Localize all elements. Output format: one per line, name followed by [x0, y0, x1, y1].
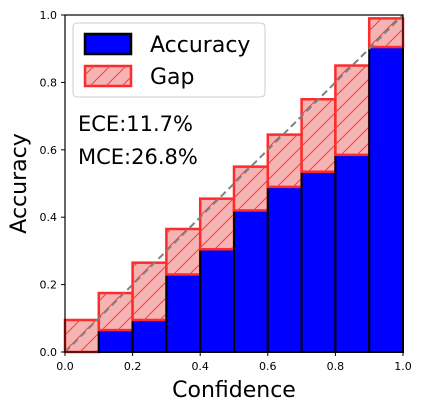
- ece-annotation: ECE:11.7%: [78, 112, 193, 136]
- legend-label-gap: Gap: [150, 65, 195, 90]
- accuracy-bar: [233, 209, 269, 353]
- accuracy-bar: [300, 170, 337, 353]
- accuracy-bar: [97, 329, 134, 354]
- legend: Accuracy Gap: [72, 22, 266, 98]
- gap-bar-hatch: [200, 198, 234, 250]
- legend-swatch-accuracy: [83, 32, 133, 56]
- accuracy-bar: [334, 153, 371, 353]
- accuracy-bar: [266, 185, 303, 353]
- y-tick-label: 1.0: [40, 9, 58, 22]
- accuracy-bar: [199, 248, 235, 353]
- gap-bar-hatch: [98, 293, 133, 331]
- x-tick-label: 0.4: [191, 360, 209, 373]
- y-tick-label: 0.0: [40, 346, 58, 359]
- gap-bar-hatch: [267, 134, 302, 187]
- x-tick-label: 0.8: [327, 360, 345, 373]
- x-tick-label: 0.6: [259, 360, 277, 373]
- legend-swatch-gap-hatch: [85, 66, 131, 86]
- x-tick-label: 0.0: [56, 360, 74, 373]
- perfect-calibration-line: [64, 14, 404, 353]
- gap-bar-hatch: [335, 65, 370, 155]
- y-tick-label: 0.2: [40, 279, 58, 292]
- x-tick-label: 1.0: [394, 360, 412, 373]
- y-axis-label: Accuracy: [7, 133, 32, 233]
- y-tick-label: 0.6: [40, 144, 58, 157]
- accuracy-bar: [368, 46, 405, 353]
- axes-frame: [64, 14, 404, 353]
- y-tick-label: 0.4: [40, 211, 58, 224]
- gap-bar-hatch: [166, 228, 201, 275]
- mce-annotation: MCE:26.8%: [78, 145, 198, 169]
- gap-bar-hatch: [234, 166, 268, 211]
- legend-label-accuracy: Accuracy: [150, 33, 250, 58]
- x-tick-label: 0.2: [124, 360, 142, 373]
- y-tick-label: 0.8: [40, 76, 58, 89]
- accuracy-bar: [131, 318, 168, 353]
- x-axis-label: Confidence: [172, 378, 296, 403]
- gap-bar-hatch: [132, 262, 167, 320]
- accuracy-bar: [165, 273, 202, 353]
